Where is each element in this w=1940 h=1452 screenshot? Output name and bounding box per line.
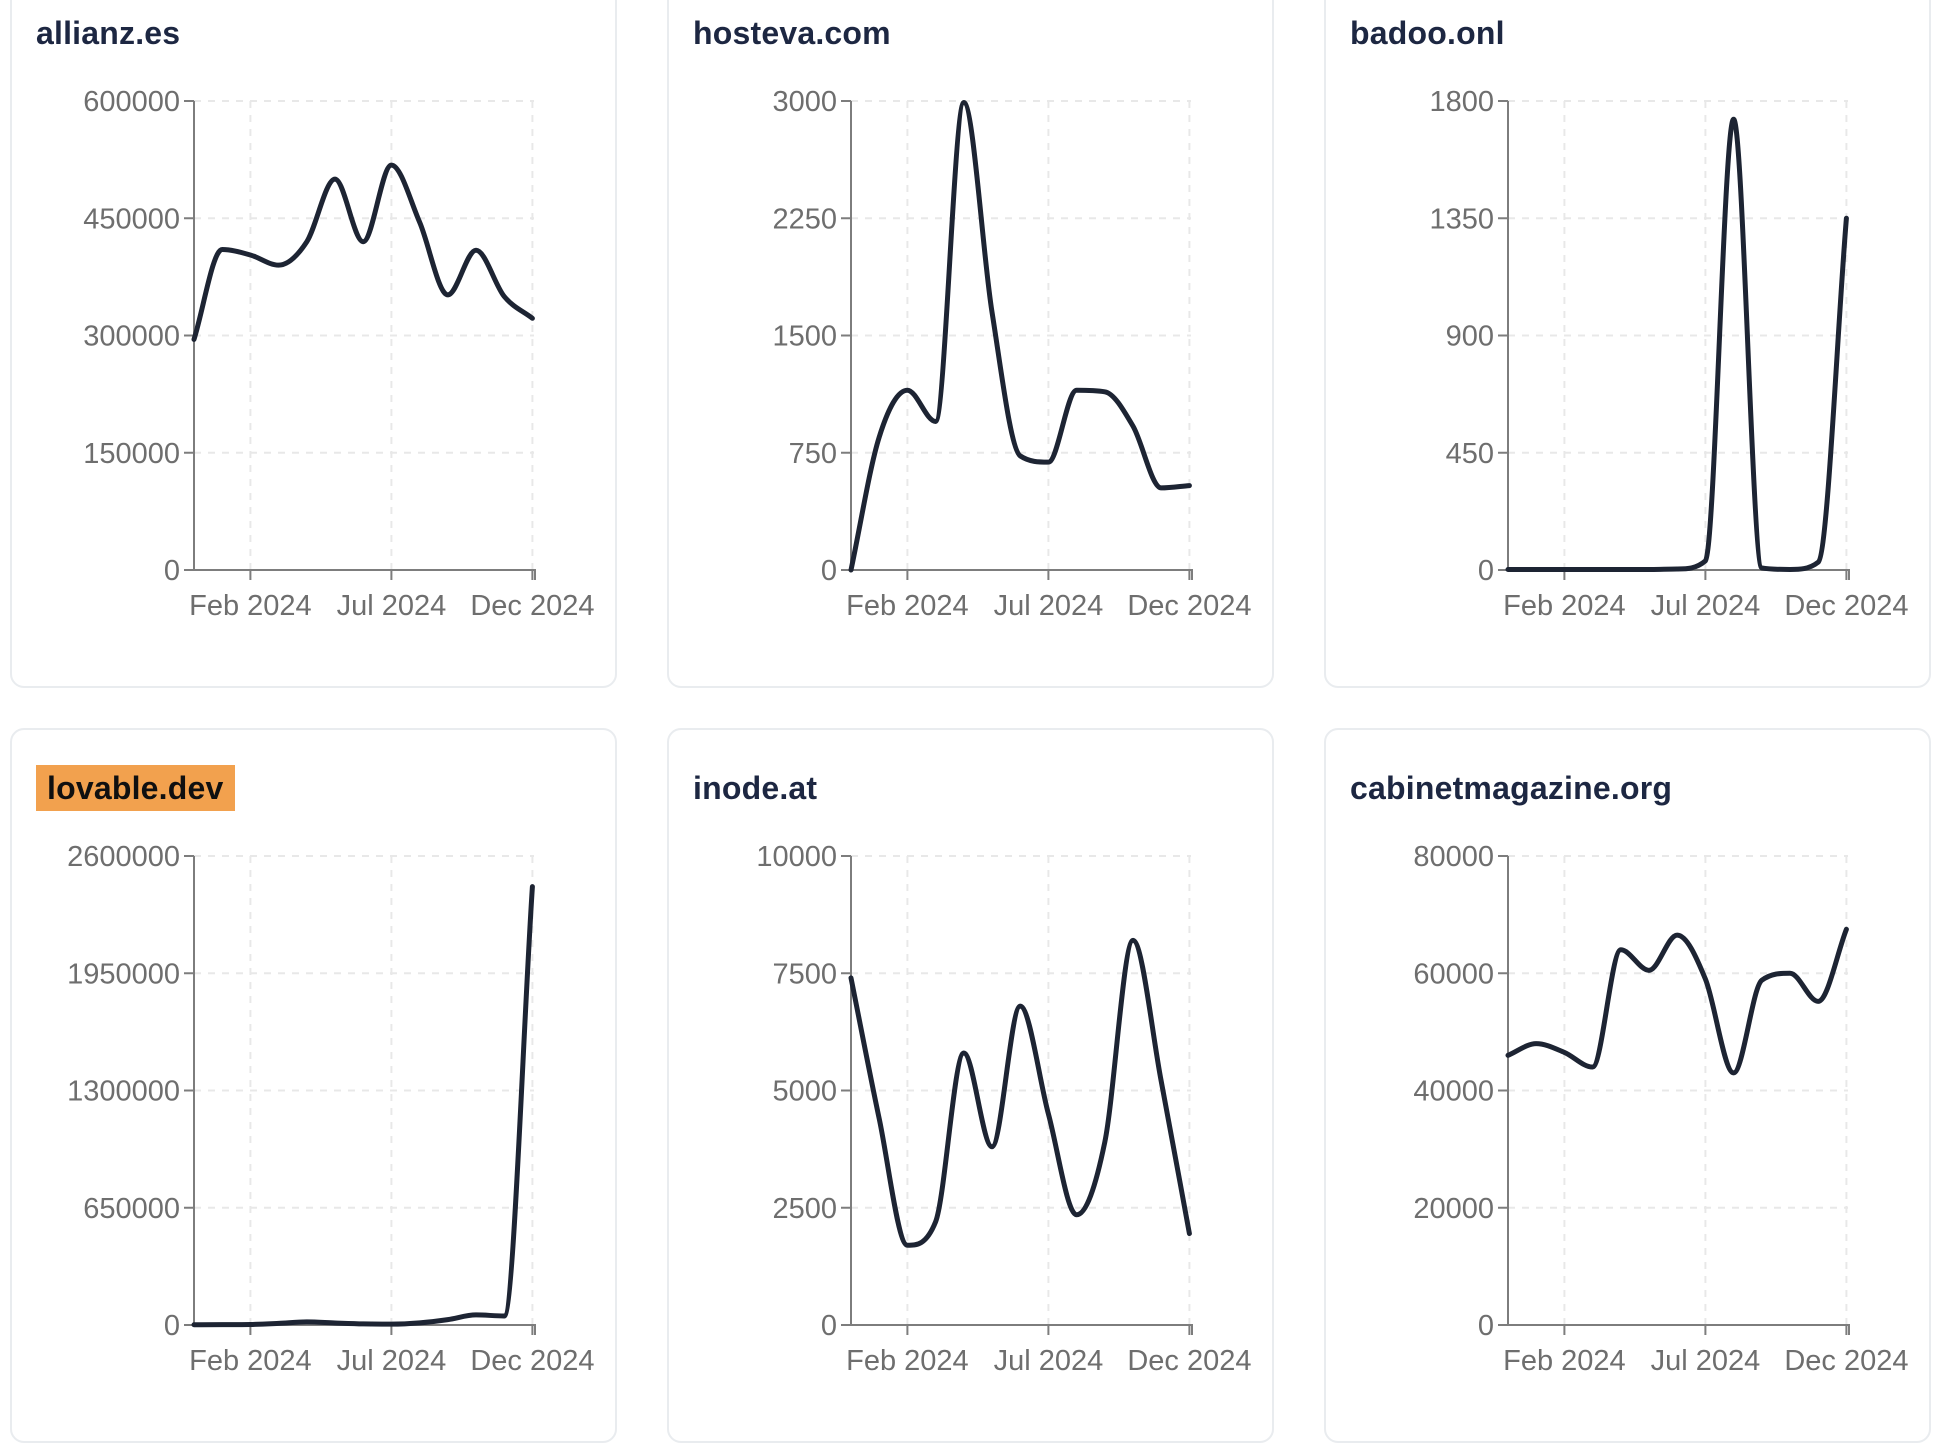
line-chart: 0 650000 1300000 1950000 2600000 Feb 2024 Jul …: [67, 841, 594, 1377]
x-tick-label: Dec 2024: [1784, 1345, 1908, 1377]
x-tick-label: Dec 2024: [1127, 590, 1251, 622]
line-chart: 0 20000 40000 60000 80000 Feb 2024 Jul 2024 Dec…: [1413, 841, 1908, 1377]
y-tick-label: 7500: [772, 958, 837, 990]
x-tick-label: Feb 2024: [189, 590, 312, 622]
x-tick-label: Feb 2024: [846, 590, 969, 622]
line-chart: 0 450 900 1350 1800 Feb 2024 Jul 2024 Dec 2024: [1429, 86, 1908, 622]
y-tick-label: 0: [164, 555, 180, 587]
chart-card: allianz.es 0 150000 300000 450000 600000 Feb …: [10, 0, 617, 688]
y-tick-label: 0: [164, 1310, 180, 1342]
x-tick-label: Dec 2024: [470, 590, 594, 622]
chart-card: hosteva.com 0 750 1500 2250 3000 Feb 2024 Jul …: [667, 0, 1274, 688]
y-tick-label: 450: [1446, 438, 1494, 470]
y-tick-label: 0: [821, 555, 837, 587]
x-tick-label: Jul 2024: [994, 1345, 1104, 1377]
y-tick-label: 0: [821, 1310, 837, 1342]
y-tick-label: 2250: [772, 203, 837, 235]
y-tick-label: 150000: [83, 438, 180, 470]
y-tick-label: 2600000: [67, 841, 180, 873]
line-chart: 0 2500 5000 7500 10000 Feb 2024 Jul 2024 Dec 20…: [756, 841, 1251, 1377]
series-line: [848, 100, 1192, 573]
charts-grid: allianz.es 0 150000 300000 450000 600000 Feb …: [10, 0, 1931, 1443]
chart-title-wrap: cabinetmagazine.org: [1350, 770, 1672, 807]
x-tick-label: Jul 2024: [994, 590, 1104, 622]
x-tick-label: Dec 2024: [1127, 1345, 1251, 1377]
y-tick-label: 60000: [1413, 958, 1494, 990]
x-tick-label: Feb 2024: [846, 1345, 969, 1377]
y-tick-label: 1350: [1429, 203, 1494, 235]
y-tick-label: 10000: [756, 841, 837, 873]
chart-title[interactable]: cabinetmagazine.org: [1350, 770, 1673, 806]
chart-card: badoo.onl 0 450 900 1350 1800 Feb 2024 Jul 202…: [1324, 0, 1931, 688]
y-tick-label: 450000: [83, 203, 180, 235]
y-tick-label: 0: [1478, 1310, 1494, 1342]
x-tick-label: Feb 2024: [189, 1345, 312, 1377]
y-tick-label: 1500: [772, 321, 837, 353]
y-tick-label: 0: [1478, 555, 1494, 587]
x-tick-label: Feb 2024: [1503, 1345, 1626, 1377]
x-tick-label: Jul 2024: [337, 1345, 447, 1377]
y-tick-label: 20000: [1413, 1193, 1494, 1225]
y-tick-label: 900: [1446, 321, 1494, 353]
x-tick-label: Jul 2024: [1651, 590, 1761, 622]
chart-title[interactable]: allianz.es: [36, 15, 181, 51]
chart-card: cabinetmagazine.org 0 20000 40000 60000 8000…: [1324, 728, 1931, 1443]
series-line: [1505, 116, 1849, 572]
series-line: [191, 884, 535, 1328]
x-tick-label: Jul 2024: [337, 590, 447, 622]
line-chart: 0 750 1500 2250 3000 Feb 2024 Jul 2024 Dec 2024: [772, 86, 1251, 622]
chart-title-wrap: lovable.dev: [36, 765, 235, 811]
chart-card: lovable.dev 0 650000 1300000 1950000 2600000…: [10, 728, 617, 1443]
chart-title[interactable]: hosteva.com: [693, 15, 891, 51]
x-tick-label: Dec 2024: [1784, 590, 1908, 622]
chart-title-wrap: hosteva.com: [693, 15, 891, 52]
line-chart: 0 150000 300000 450000 600000 Feb 2024 Jul 202…: [83, 86, 594, 622]
y-tick-label: 2500: [772, 1193, 837, 1225]
y-tick-label: 80000: [1413, 841, 1494, 873]
x-tick-label: Dec 2024: [470, 1345, 594, 1377]
y-tick-label: 650000: [83, 1193, 180, 1225]
y-tick-label: 600000: [83, 86, 180, 118]
series-line: [191, 162, 535, 342]
series-line: [848, 937, 1192, 1248]
y-tick-label: 5000: [772, 1076, 837, 1108]
chart-title-wrap: inode.at: [693, 770, 817, 807]
y-tick-label: 750: [789, 438, 837, 470]
y-tick-label: 300000: [83, 321, 180, 353]
chart-title-wrap: badoo.onl: [1350, 15, 1505, 52]
chart-title[interactable]: inode.at: [693, 770, 818, 806]
x-tick-label: Jul 2024: [1651, 1345, 1761, 1377]
chart-card: inode.at 0 2500 5000 7500 10000 Feb 2024 Jul 2…: [667, 728, 1274, 1443]
y-tick-label: 1950000: [67, 958, 180, 990]
x-tick-label: Feb 2024: [1503, 590, 1626, 622]
chart-title[interactable]: badoo.onl: [1350, 15, 1505, 51]
y-tick-label: 1800: [1429, 86, 1494, 118]
y-tick-label: 1300000: [67, 1076, 180, 1108]
y-tick-label: 40000: [1413, 1076, 1494, 1108]
y-tick-label: 3000: [772, 86, 837, 118]
chart-title-wrap: allianz.es: [36, 15, 180, 52]
series-line: [1505, 926, 1849, 1076]
chart-title-highlighted[interactable]: lovable.dev: [36, 765, 235, 811]
